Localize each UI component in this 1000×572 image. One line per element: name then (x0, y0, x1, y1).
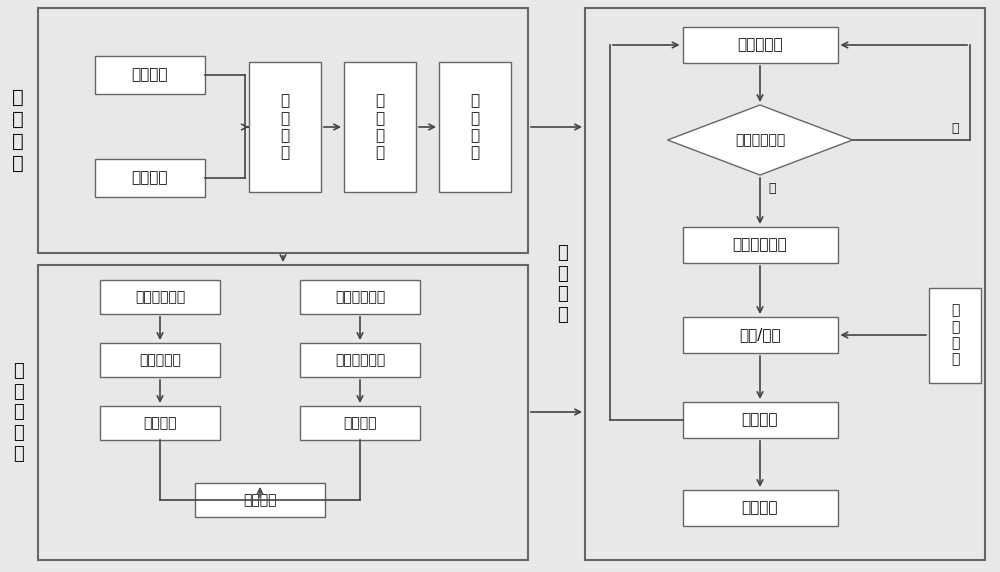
Bar (300, 406, 420, 440)
Text: 单个模型体积: 单个模型体积 (733, 237, 787, 252)
Polygon shape (668, 105, 852, 175)
Bar (682, 227, 838, 263)
Text: 土
方
计
算: 土 方 计 算 (557, 244, 567, 324)
Text: 低空航测: 低空航测 (132, 170, 168, 185)
Bar (100, 406, 220, 440)
Bar (100, 280, 220, 314)
Text: 空
三
计
算: 空 三 计 算 (280, 93, 290, 161)
Text: 否: 否 (951, 121, 959, 134)
Text: 待定点循环: 待定点循环 (737, 38, 783, 53)
Text: 读入边界红线: 读入边界红线 (335, 290, 385, 304)
Text: 点
云
输
出: 点 云 输 出 (470, 93, 480, 161)
Bar (439, 62, 511, 192)
Text: 设
计
标
高: 设 计 标 高 (951, 304, 959, 366)
Text: 挖方/填方: 挖方/填方 (739, 328, 781, 343)
Text: 密
集
匹
配: 密 集 匹 配 (375, 93, 385, 161)
Text: 数
据
获
取: 数 据 获 取 (12, 88, 24, 173)
Bar (682, 490, 838, 526)
Bar (682, 402, 838, 438)
Text: 数据输出: 数据输出 (243, 493, 277, 507)
Bar (95, 56, 205, 94)
Text: 平滑滤波: 平滑滤波 (143, 416, 177, 430)
Text: 是: 是 (768, 181, 776, 194)
Text: 统一编码: 统一编码 (343, 416, 377, 430)
Text: 数
据
预
处
理: 数 据 预 处 理 (13, 362, 23, 463)
Text: 读入原始点云: 读入原始点云 (135, 290, 185, 304)
Text: 体积累加: 体积累加 (742, 412, 778, 427)
Bar (249, 62, 321, 192)
Bar (682, 317, 838, 353)
Bar (38, 265, 528, 560)
Bar (195, 483, 325, 517)
Bar (585, 8, 985, 560)
Text: 像控测量: 像控测量 (132, 67, 168, 82)
Text: 点云格网化: 点云格网化 (139, 353, 181, 367)
Bar (929, 288, 981, 383)
Bar (344, 62, 416, 192)
Text: 是否在测区内: 是否在测区内 (735, 133, 785, 147)
Bar (682, 27, 838, 63)
Bar (100, 343, 220, 377)
Bar (95, 159, 205, 197)
Text: 凸多边形分块: 凸多边形分块 (335, 353, 385, 367)
Text: 成果输出: 成果输出 (742, 500, 778, 515)
Bar (300, 280, 420, 314)
Bar (38, 8, 528, 253)
Bar (300, 343, 420, 377)
